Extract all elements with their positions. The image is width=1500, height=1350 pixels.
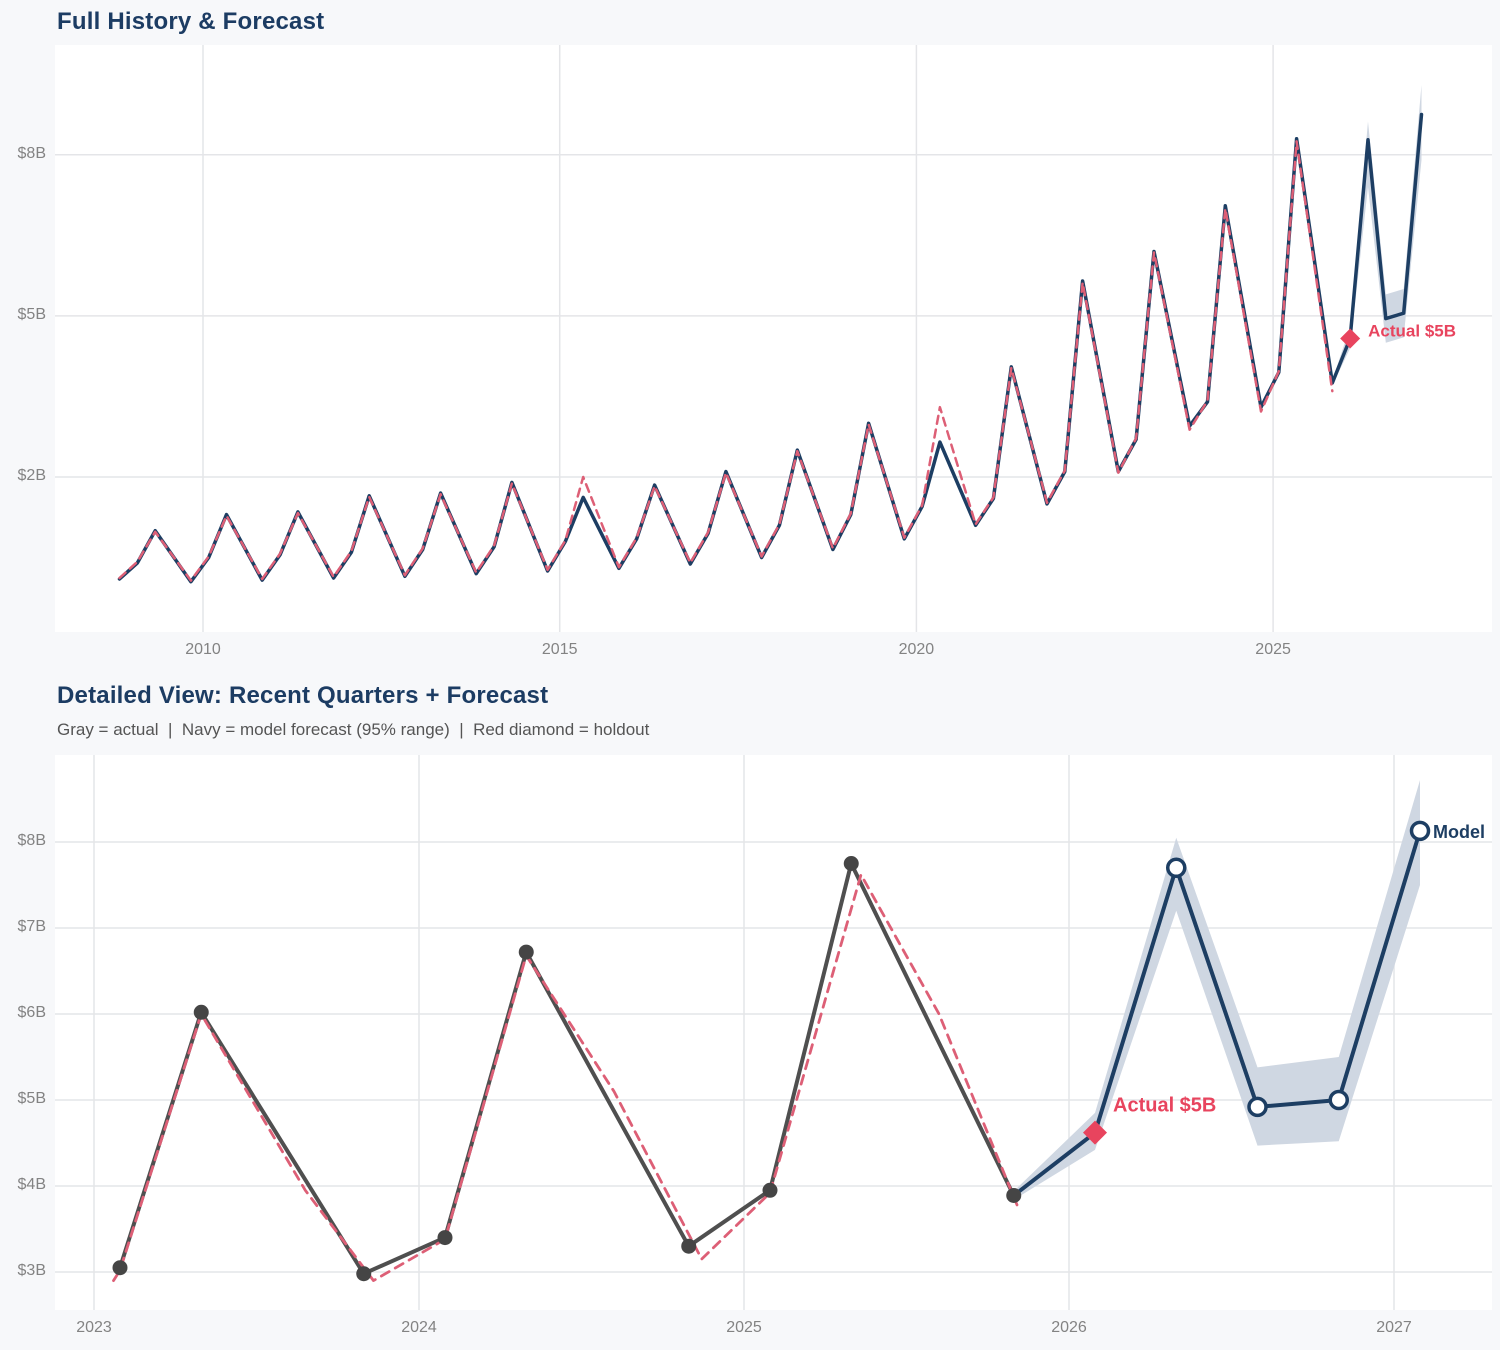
- gridlines: [55, 45, 1492, 632]
- actual-point-marker: [762, 1182, 778, 1198]
- actual-revenue-line: [118, 861, 1016, 1276]
- y-axis-tick-label: $4B: [17, 1176, 46, 1193]
- holdout-diamond: [1340, 328, 1361, 349]
- forecast-point-marker: [1328, 1089, 1349, 1111]
- detailed-recent-quarters-svg: Actual $5B Model: [55, 755, 1492, 1310]
- actual-point-marker: [356, 1266, 372, 1282]
- y-axis-tick-label: $3B: [17, 1262, 46, 1279]
- actual-point-marker: [193, 1004, 209, 1020]
- actual-point-marker: [1006, 1187, 1022, 1203]
- holdout-diamond: [1083, 1120, 1107, 1145]
- forecast-line: [1348, 112, 1424, 341]
- x-axis-tick-label: 2015: [541, 641, 578, 658]
- y-axis-tick-label: $8B: [17, 144, 46, 162]
- y-axis-tick-label: $5B: [17, 1090, 46, 1107]
- x-axis-tick-label: 2025: [1255, 641, 1291, 658]
- forecast-point-marker: [1166, 857, 1187, 879]
- forecast-point-marker: [1247, 1096, 1268, 1118]
- bottom-chart-title: Detailed View: Recent Quarters + Forecas…: [57, 682, 549, 709]
- detailed-view-chart: Actual $5B Model 2023 2024 2025 2026 2027 $8B $7…: [18, 755, 1492, 1336]
- x-axis-tick-label: 2010: [185, 641, 221, 658]
- actual-point-marker: [437, 1230, 453, 1246]
- model-fit-line: [118, 140, 1334, 582]
- bottom-chart-legend-subtitle: Gray = actual | Navy = model forecast (9…: [57, 720, 650, 739]
- y-axis-tick-label: $5B: [17, 305, 46, 323]
- actual-point-marker: [681, 1238, 697, 1254]
- full-history-forecast-svg: Actual $5B: [55, 45, 1492, 632]
- x-axis-tick-label: 2024: [401, 1319, 437, 1336]
- x-axis-tick-label: 2027: [1376, 1319, 1412, 1336]
- model-fit-line: [112, 873, 1019, 1282]
- holdout-diamond-label: Actual $5B: [1368, 321, 1456, 340]
- actual-point-marker: [112, 1260, 128, 1276]
- model-endpoint-label-label: Model: [1433, 822, 1485, 842]
- gridlines: [55, 755, 1492, 1310]
- y-axis-tick-label: $2B: [17, 467, 46, 484]
- actual-point-marker: [843, 856, 859, 871]
- holdout-diamond-label: Actual $5B: [1113, 1095, 1216, 1117]
- y-axis-tick-label: $8B: [17, 832, 46, 849]
- x-axis-tick-label: 2023: [76, 1319, 112, 1336]
- actual-revenue-line: [117, 136, 1352, 584]
- actual-point-marker: [518, 944, 534, 960]
- x-axis-tick-label: 2026: [1051, 1319, 1087, 1336]
- x-axis-tick-label: 2020: [898, 641, 935, 658]
- forecast-point-marker: [1409, 820, 1431, 842]
- x-axis-tick-label: 2025: [726, 1319, 762, 1336]
- top-chart-title: Full History & Forecast: [57, 8, 325, 35]
- forecast-line: [1011, 828, 1422, 1198]
- y-axis-tick-label: $7B: [17, 918, 46, 935]
- y-axis-tick-label: $6B: [17, 1004, 46, 1021]
- full-history-chart: Actual $5B 2010 2015 2020 2025 $8B $5B $2B: [18, 45, 1492, 658]
